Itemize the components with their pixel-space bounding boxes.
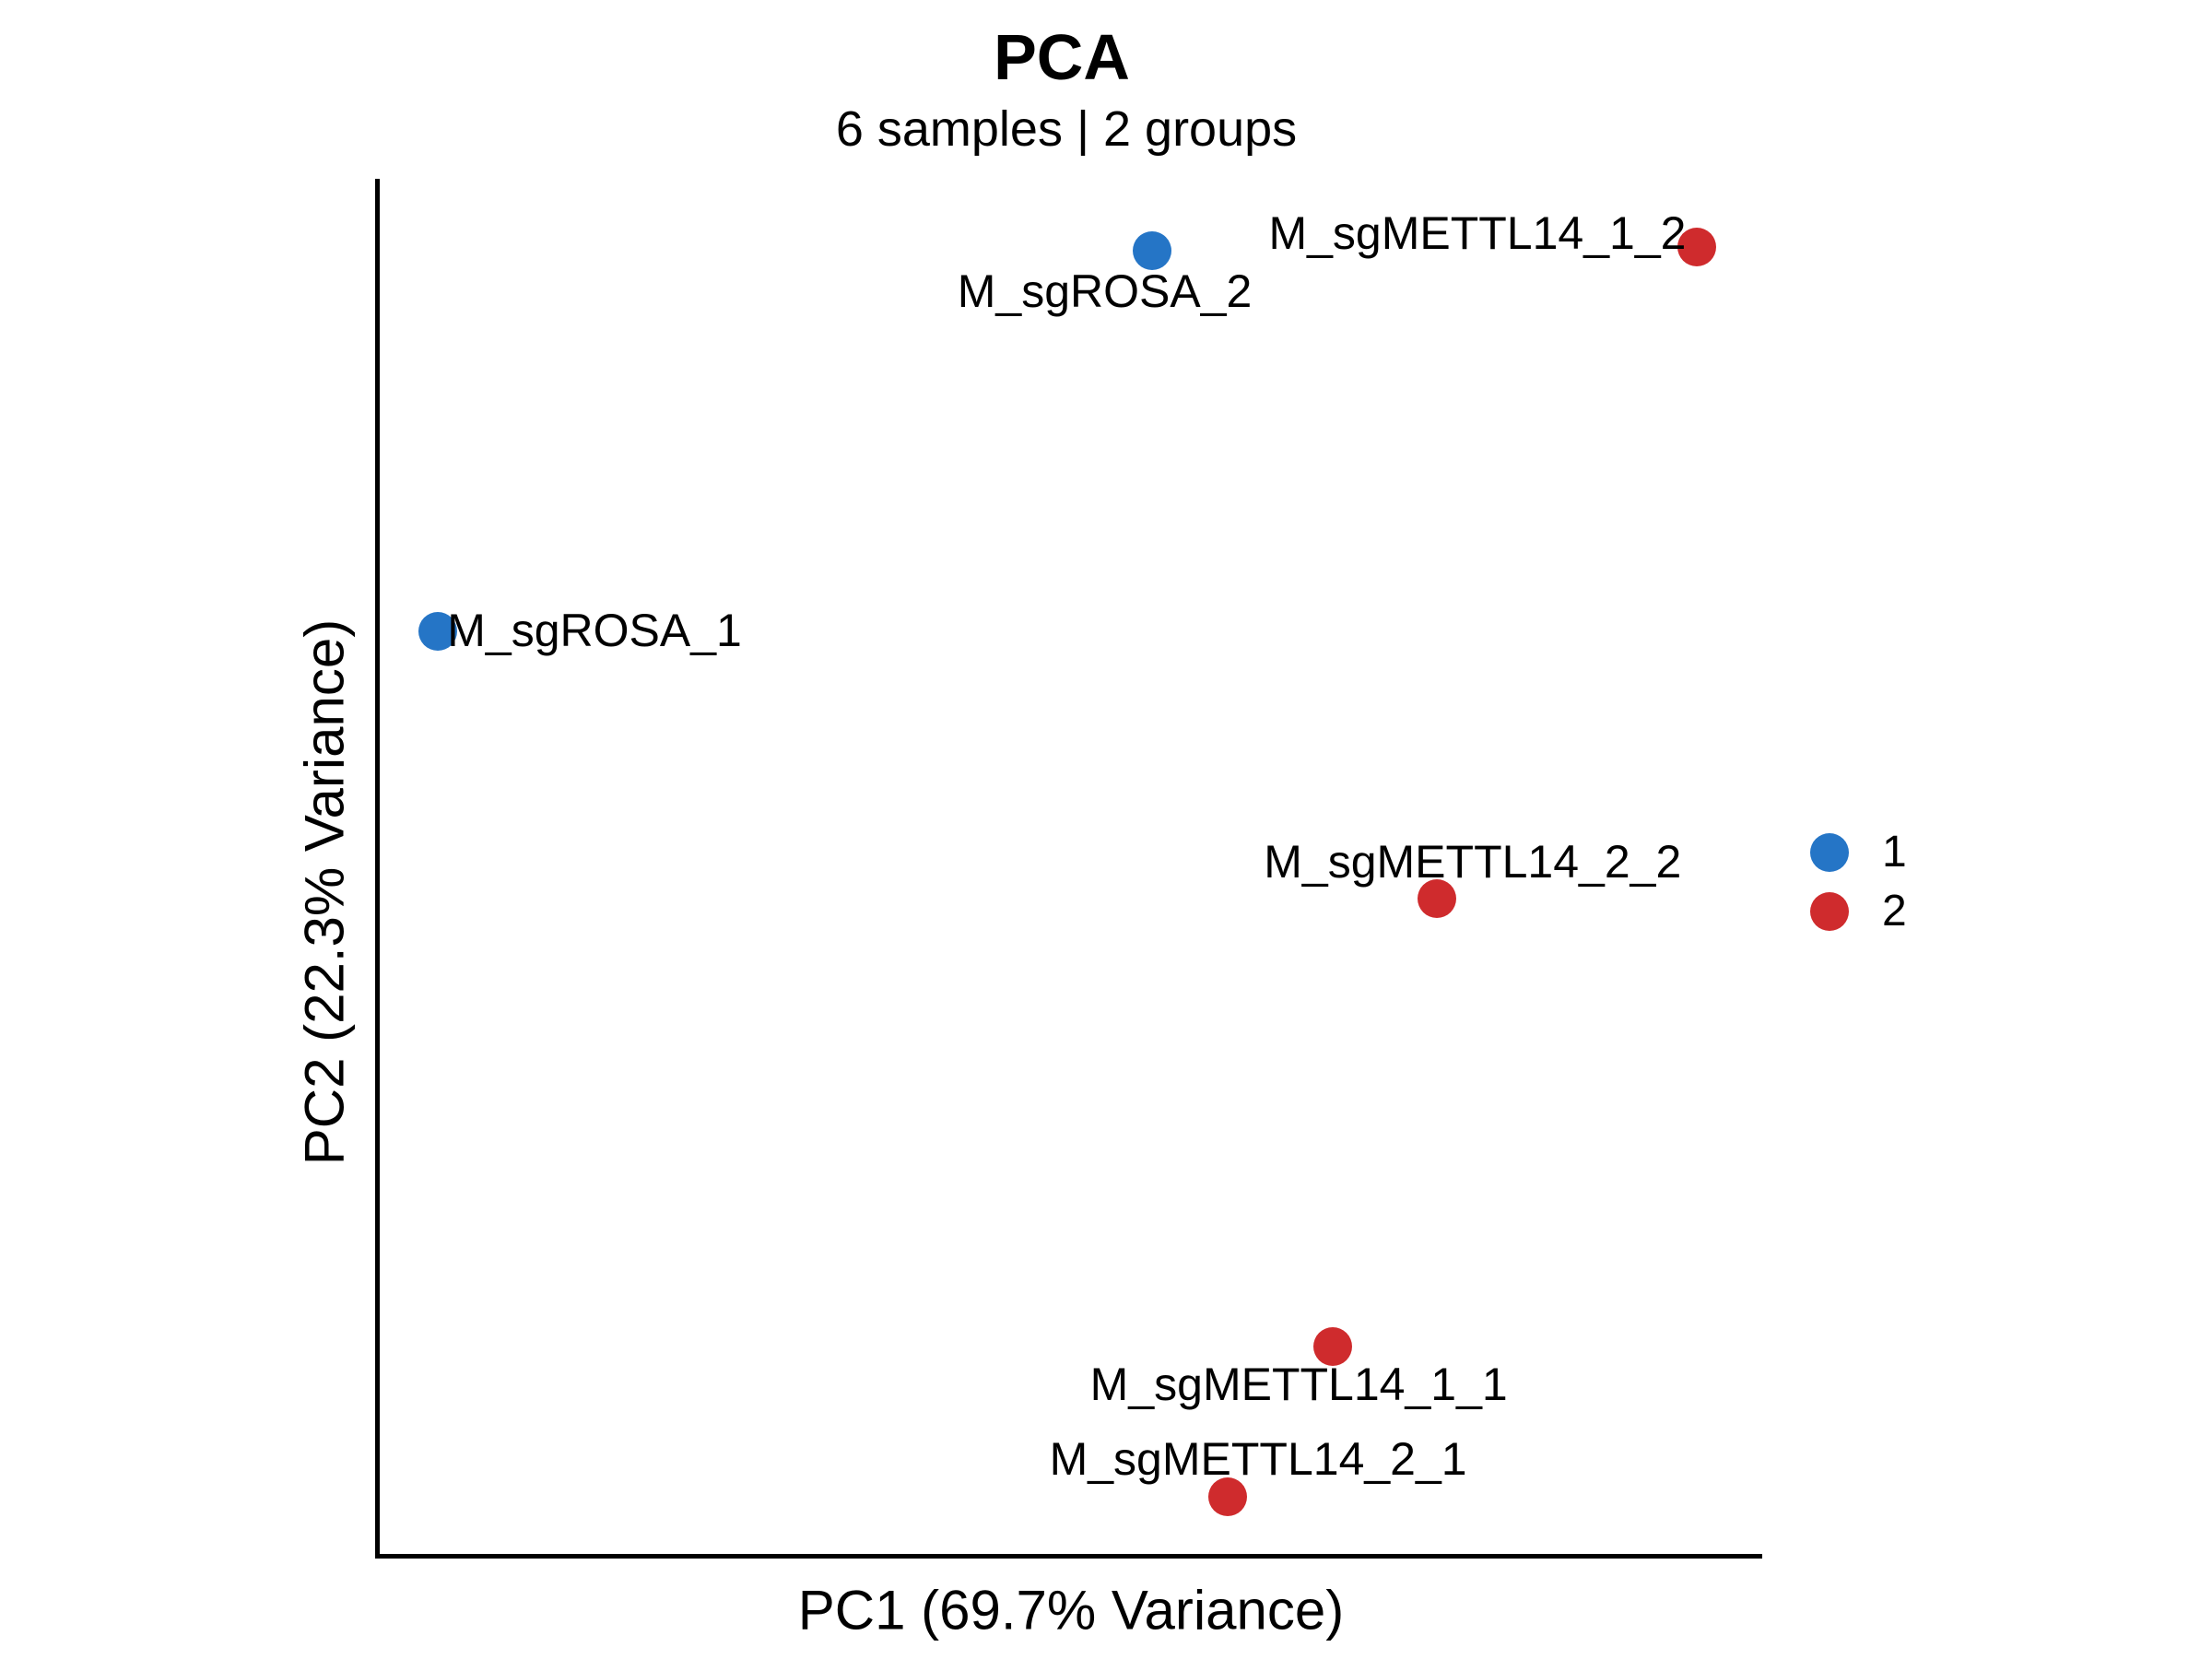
chart-title: PCA [994,21,1130,93]
data-point-M_sgROSA_2 [1132,231,1171,271]
data-point-label-M_sgMETTL14_2_1: M_sgMETTL14_2_1 [1049,1432,1467,1485]
y-axis-label: PC2 (22.3% Variance) [293,618,356,1166]
y-axis-line [375,179,380,1558]
legend: 1 2 [1810,828,1907,951]
data-point-label-M_sgROSA_1: M_sgROSA_1 [447,605,742,657]
legend-entry-group-2: 2 [1810,887,1907,935]
data-point-label-M_sgMETTL14_1_1: M_sgMETTL14_1_1 [1089,1359,1508,1411]
data-point-M_sgMETTL14_2_2 [1417,878,1456,918]
legend-entry-group-1: 1 [1810,828,1907,877]
data-point-M_sgMETTL14_1_2 [1677,227,1716,266]
data-point-label-M_sgMETTL14_2_2: M_sgMETTL14_2_2 [1264,835,1682,888]
legend-swatch-group-2-icon [1810,892,1849,931]
legend-label-group-1: 1 [1882,828,1907,877]
data-point-M_sgROSA_1 [418,612,458,652]
x-axis-line [375,1554,1762,1559]
data-point-label-M_sgMETTL14_1_2: M_sgMETTL14_1_2 [1268,206,1687,259]
legend-swatch-group-1-icon [1810,833,1849,872]
x-axis-label: PC1 (69.7% Variance) [797,1579,1345,1641]
chart-subtitle: 6 samples | 2 groups [835,101,1298,157]
data-point-label-M_sgROSA_2: M_sgROSA_2 [957,265,1253,318]
data-point-M_sgMETTL14_1_1 [1313,1327,1353,1367]
legend-label-group-2: 2 [1882,887,1907,935]
data-point-M_sgMETTL14_2_1 [1208,1477,1248,1516]
